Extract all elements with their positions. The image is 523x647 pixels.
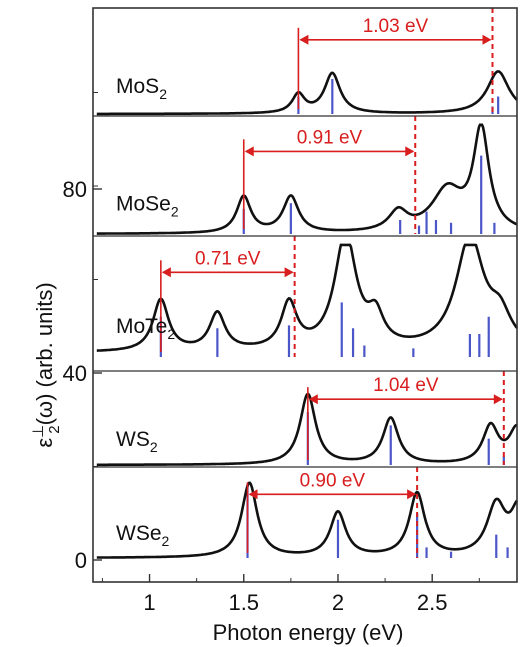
panel-label-sub-0: 2: [159, 86, 167, 102]
gap-arrowhead-left-1: [244, 146, 254, 157]
x-tick-label-3: 2.5: [417, 590, 448, 615]
y-tick-label-1: 40: [63, 361, 87, 386]
panel-label-base-2: MoTe: [116, 315, 167, 338]
panel-label-sub-1: 2: [171, 203, 179, 219]
gap-arrowhead-right-3: [493, 394, 503, 405]
y-axis-title-superscript: ⊥: [30, 425, 47, 438]
panel-label-sub-3: 2: [150, 439, 158, 455]
gap-label-2: 0.71 eV: [195, 248, 261, 269]
gap-label-0: 1.03 eV: [363, 16, 429, 37]
axis-ticks: [93, 92, 480, 582]
panel-label-sub-4: 2: [162, 533, 170, 549]
panel-label-base-4: WSe: [116, 522, 162, 545]
spectrum-curve-1: [96, 123, 518, 235]
spectrum-curve-4: [96, 481, 519, 559]
gap-arrowhead-left-3: [308, 394, 318, 405]
panel-label-4: WSe2: [116, 522, 170, 549]
panel-label-base-1: MoSe: [116, 192, 171, 215]
x-tick-label-2: 2: [332, 590, 344, 615]
spectrum-curve-2: [96, 243, 519, 352]
gap-label-4: 0.90 eV: [300, 470, 366, 491]
panel-label-3: WS2: [116, 428, 158, 455]
gap-arrowhead-right-2: [284, 267, 294, 278]
gap-arrowhead-right-1: [405, 146, 415, 157]
y-tick-label-0: 0: [75, 548, 87, 573]
panel-label-1: MoSe2: [116, 192, 179, 219]
gap-arrowhead-right-4: [407, 489, 417, 500]
panel-label-2: MoTe2: [116, 315, 175, 342]
x-tick-label-1: 1.5: [228, 590, 259, 615]
panel-label-base-3: WS: [116, 428, 150, 451]
spectrum-curves: [96, 70, 519, 559]
gap-arrowhead-left-0: [299, 34, 309, 45]
gap-label-1: 0.91 eV: [297, 127, 363, 148]
gap-arrowhead-left-2: [161, 267, 171, 278]
x-tick-label-0: 1: [143, 590, 155, 615]
plot-frame: [92, 7, 518, 583]
spectrum-curve-0: [96, 70, 518, 116]
y-tick-label-2: 80: [63, 177, 87, 202]
y-axis-title-symbol: ε: [32, 438, 57, 448]
y-axis-title-rest: (ω) (arb. units): [32, 282, 57, 425]
y-axis-title-subscript: 2: [46, 425, 63, 433]
gap-label-3: 1.04 eV: [373, 375, 439, 396]
panel-label-0: MoS2: [116, 75, 167, 102]
panel-label-sub-2: 2: [167, 326, 175, 342]
gap-arrowhead-right-0: [482, 34, 492, 45]
gap-annotations: 1.03 eV 0.91 eV 0.71 eV 1.04 eV 0.90 eV: [160, 8, 505, 558]
gap-arrowhead-left-4: [248, 489, 258, 500]
y-axis-title: ε⊥2(ω) (arb. units): [30, 282, 63, 447]
panel-label-base-0: MoS: [116, 75, 159, 98]
x-axis-title: Photon energy (eV): [213, 620, 404, 645]
spectrum-curve-3: [96, 392, 518, 467]
plot-border: [92, 7, 518, 583]
